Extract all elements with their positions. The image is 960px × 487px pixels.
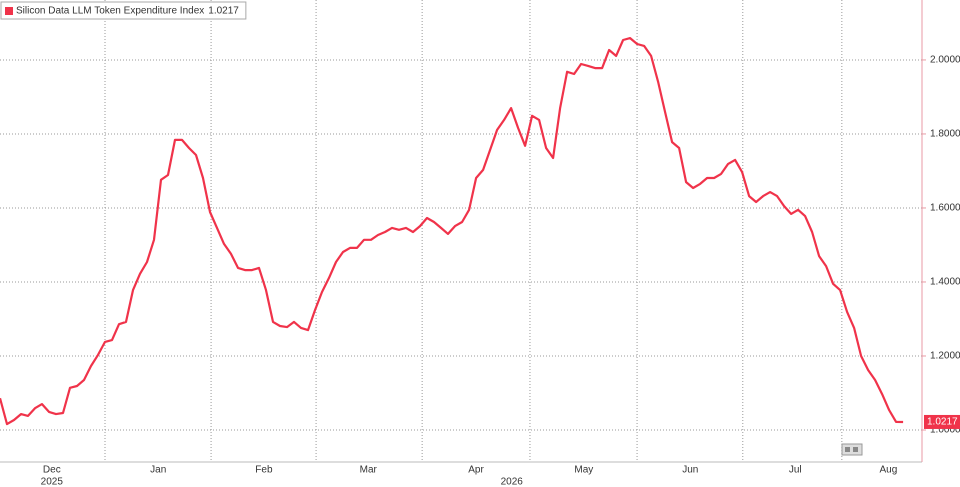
legend-box <box>0 1 247 20</box>
x-tick-label: Dec <box>43 465 61 476</box>
x-tick-label: May <box>574 465 593 476</box>
y-tick-label: 1.8000 <box>930 129 960 140</box>
y-tick-label: 1.4000 <box>930 277 960 288</box>
legend-value: 1.0217 <box>208 6 239 17</box>
y-tick-label: 1.0000 <box>930 425 960 436</box>
y-tick-label: 2.0000 <box>930 55 960 66</box>
line <box>0 37 904 426</box>
legend-label: Silicon Data LLM Token Expenditure Index <box>16 6 204 17</box>
year-label: 2026 <box>501 477 524 487</box>
last-value-label: 1.0217 <box>927 417 958 428</box>
zoom-icon <box>841 443 863 456</box>
x-tick-label: Mar <box>360 465 378 476</box>
y-tick-label: 1.2000 <box>930 351 960 362</box>
last-value-tag <box>924 414 960 429</box>
x-tick-label: Jul <box>789 465 802 476</box>
x-tick-label: Apr <box>468 465 484 476</box>
x-tick-label: Jan <box>150 465 166 476</box>
x-tick-label: Feb <box>255 465 273 476</box>
year-label: 2025 <box>41 477 64 487</box>
y-tick-label: 1.6000 <box>930 203 960 214</box>
x-tick-label: Aug <box>879 465 897 476</box>
x-tick-label: Jun <box>682 465 698 476</box>
legend-swatch <box>5 7 13 15</box>
